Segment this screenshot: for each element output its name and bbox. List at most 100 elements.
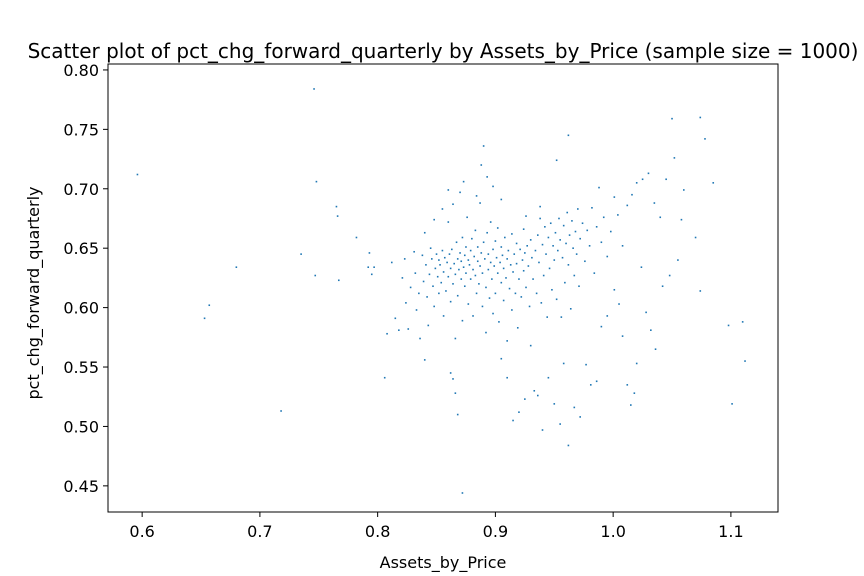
data-point — [567, 134, 570, 137]
data-point — [336, 215, 339, 217]
data-point — [403, 258, 406, 260]
data-point — [335, 205, 338, 208]
data-point — [458, 268, 460, 271]
data-point — [609, 230, 612, 233]
data-point — [559, 239, 561, 241]
data-point — [626, 204, 629, 207]
data-point — [553, 403, 556, 405]
data-point — [390, 261, 393, 264]
data-point — [668, 274, 671, 277]
data-point — [524, 252, 526, 254]
data-point — [494, 240, 497, 242]
data-point — [468, 264, 471, 266]
data-point — [479, 202, 481, 204]
data-point — [540, 302, 543, 304]
data-point — [480, 252, 483, 254]
data-point — [461, 492, 464, 494]
data-point — [561, 256, 564, 259]
data-point — [481, 272, 484, 274]
data-point — [553, 259, 556, 261]
data-point — [585, 363, 587, 366]
data-point — [485, 331, 487, 334]
data-point — [575, 253, 578, 255]
data-point — [518, 278, 520, 280]
y-tick-label: 0.70 — [63, 180, 99, 199]
data-point — [456, 294, 459, 297]
data-point — [487, 253, 490, 255]
data-point — [337, 279, 340, 282]
y-tick-label: 0.55 — [63, 358, 99, 377]
data-point — [558, 217, 560, 220]
data-point — [647, 172, 650, 175]
data-point — [355, 236, 358, 239]
data-point — [635, 182, 638, 184]
data-point — [731, 403, 733, 405]
data-point — [414, 272, 417, 274]
data-point — [454, 273, 457, 276]
data-point — [598, 186, 600, 189]
data-point — [650, 329, 652, 331]
data-point — [472, 268, 474, 271]
data-point — [516, 327, 519, 329]
data-point — [554, 231, 557, 234]
data-point — [552, 245, 554, 247]
y-axis-ticks: 0.45 0.50 0.55 0.60 0.65 0.70 0.75 0.80 — [63, 61, 108, 496]
data-point — [462, 266, 465, 268]
data-point — [383, 376, 386, 379]
data-point — [467, 259, 470, 261]
data-point — [423, 231, 426, 234]
data-point — [521, 259, 524, 261]
data-point — [496, 227, 499, 229]
y-tick-label: 0.75 — [63, 120, 99, 139]
data-point — [727, 324, 730, 327]
data-point — [538, 261, 540, 264]
x-tick-label: 0.6 — [129, 522, 154, 541]
data-point — [418, 292, 420, 295]
data-point — [415, 309, 418, 311]
y-tick-label: 0.65 — [63, 239, 99, 258]
data-point — [557, 249, 559, 252]
data-point — [440, 281, 443, 284]
data-point — [455, 241, 458, 244]
data-point — [680, 218, 683, 221]
data-point — [630, 404, 632, 406]
data-point — [436, 275, 439, 278]
data-point — [573, 406, 576, 409]
data-point — [578, 285, 580, 288]
data-point — [460, 278, 463, 280]
data-point — [471, 237, 473, 240]
data-point — [613, 288, 616, 291]
data-point — [529, 239, 532, 241]
data-point — [409, 286, 412, 289]
data-point — [606, 315, 609, 317]
data-point — [452, 203, 454, 206]
data-point — [541, 429, 544, 431]
data-point — [600, 241, 603, 244]
data-point — [422, 280, 425, 283]
data-point — [532, 278, 534, 280]
data-point — [593, 272, 596, 274]
data-point — [542, 274, 545, 277]
data-point — [454, 392, 457, 394]
data-point — [439, 264, 441, 266]
data-point — [586, 229, 589, 232]
data-point — [514, 292, 517, 295]
data-point — [641, 178, 644, 181]
data-point — [526, 245, 528, 247]
data-point — [694, 236, 697, 239]
x-axis-ticks: 0.6 0.7 0.8 0.9 1.0 1.1 — [129, 512, 744, 541]
data-point — [136, 173, 139, 176]
data-point — [428, 273, 431, 276]
data-point — [460, 260, 463, 263]
data-point — [465, 272, 467, 274]
data-point — [489, 221, 492, 223]
data-point — [547, 376, 550, 379]
data-point — [562, 362, 565, 365]
data-point — [485, 286, 487, 289]
data-point — [447, 275, 450, 278]
data-point — [631, 193, 633, 196]
data-point — [423, 359, 426, 361]
data-point — [546, 316, 549, 318]
data-point — [492, 312, 494, 315]
